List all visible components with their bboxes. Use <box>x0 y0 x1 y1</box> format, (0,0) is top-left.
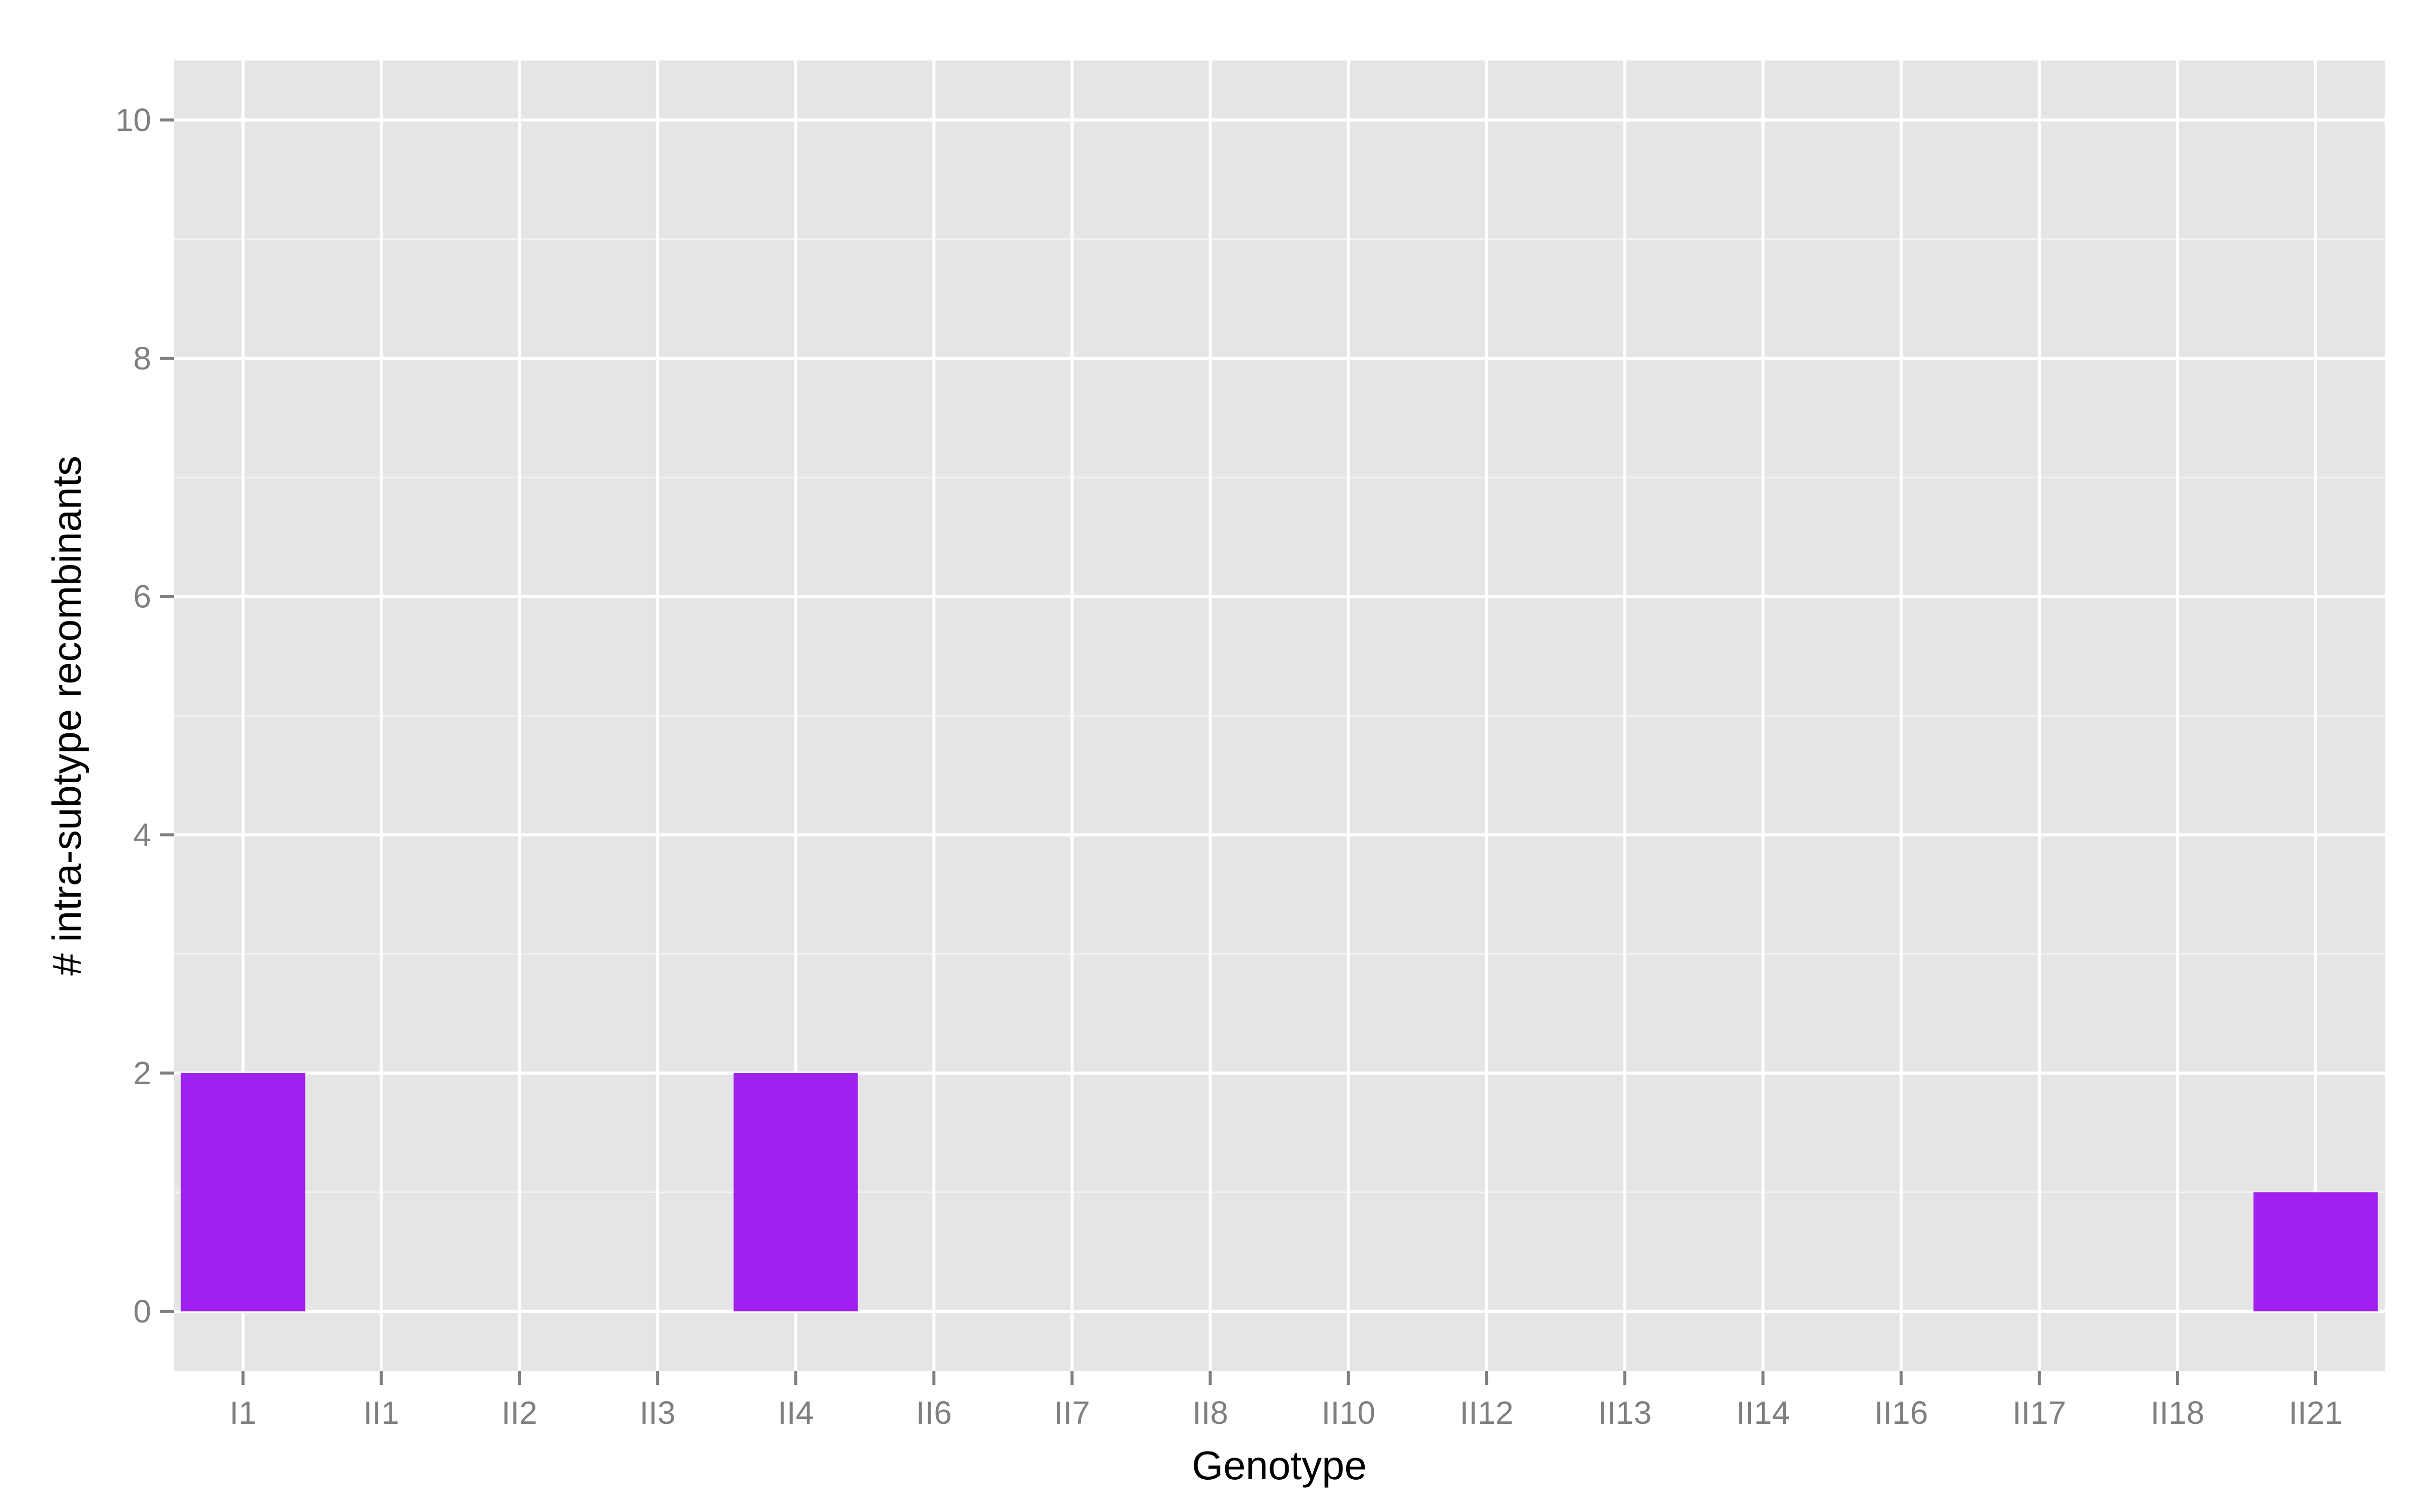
x-tick-label: II1 <box>364 1395 399 1431</box>
x-tick-label: I1 <box>229 1395 256 1431</box>
x-tick-label: II16 <box>1874 1395 1928 1431</box>
major-gridlines <box>174 60 2385 1371</box>
x-axis: I1 II1 II2 II3 II4 II6 II7 II8 II10 II12 II13 II14 I… <box>229 1371 2342 1431</box>
y-tick-label: 2 <box>133 1055 151 1091</box>
x-tick-label: II8 <box>1192 1395 1228 1431</box>
x-tick-label: II17 <box>2012 1395 2066 1431</box>
bars <box>180 1073 2378 1311</box>
y-axis: 0 2 4 6 8 10 <box>115 102 174 1330</box>
minor-gridlines <box>174 238 2385 1193</box>
x-tick-label: II7 <box>1054 1395 1090 1431</box>
x-tick-label: II4 <box>778 1395 814 1431</box>
y-tick-label: 6 <box>133 579 151 615</box>
y-tick-label: 4 <box>133 816 151 853</box>
bar-II4 <box>733 1073 858 1311</box>
y-axis-title: # intra-subtype recombinants <box>44 456 89 976</box>
x-tick-label: II12 <box>1460 1395 1514 1431</box>
y-tick-label: 10 <box>115 102 151 138</box>
y-tick-label: 0 <box>133 1293 151 1330</box>
x-tick-label: II13 <box>1598 1395 1652 1431</box>
x-tick-label: II14 <box>1736 1395 1790 1431</box>
x-tick-label: II18 <box>2151 1395 2205 1431</box>
x-tick-label: II6 <box>916 1395 952 1431</box>
bar-II21 <box>2253 1192 2378 1311</box>
y-tick-label: 8 <box>133 340 151 376</box>
x-tick-label: II3 <box>640 1395 676 1431</box>
x-tick-label: II21 <box>2289 1395 2343 1431</box>
x-axis-title: Genotype <box>1192 1443 1367 1488</box>
x-tick-label: II2 <box>502 1395 537 1431</box>
bar-I1 <box>180 1073 306 1311</box>
x-tick-label: II10 <box>1321 1395 1375 1431</box>
